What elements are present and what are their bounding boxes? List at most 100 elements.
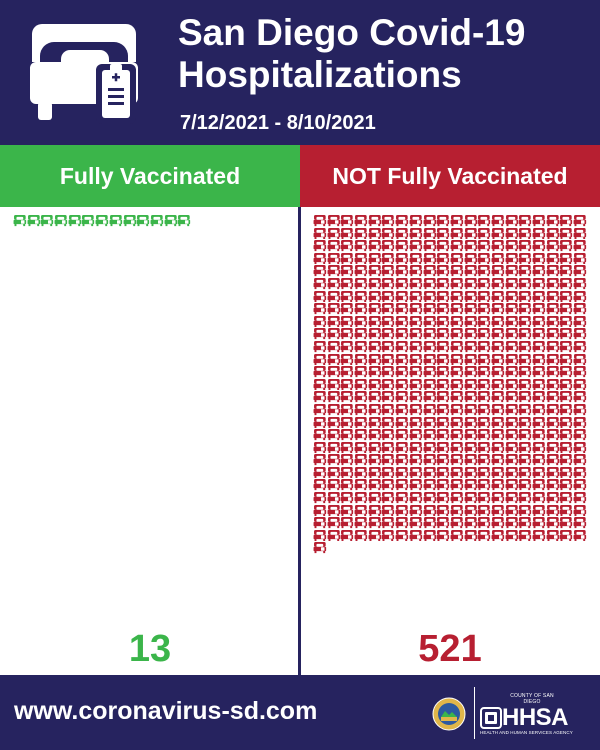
- bed-icon: [368, 403, 381, 416]
- bed-icon: [313, 403, 327, 416]
- bed-icon: [450, 252, 464, 264]
- bed-icon: [491, 517, 505, 529]
- bed-icon: [546, 479, 559, 491]
- bed-icon: [505, 353, 518, 365]
- fully-vaccinated-panel: [13, 214, 293, 227]
- bed-icon: [395, 227, 409, 239]
- bed-icon: [559, 416, 573, 428]
- bed-icon: [450, 517, 464, 529]
- bed-icon: [313, 240, 327, 252]
- bed-icon: [313, 252, 327, 264]
- bed-icon: [464, 479, 477, 491]
- bed-icon: [395, 466, 409, 478]
- bed-icon: [423, 529, 436, 541]
- bed-icon: [313, 441, 327, 453]
- bed-icon: [327, 492, 340, 504]
- bed-icon: [505, 265, 518, 277]
- bed-icon: [327, 517, 340, 529]
- bed-icon: [327, 504, 340, 516]
- bed-icon: [423, 328, 436, 340]
- bed-icon: [68, 214, 81, 227]
- bed-icon: [505, 517, 518, 529]
- bed-icon: [573, 328, 587, 340]
- bed-icon: [559, 504, 573, 516]
- bed-icon: [368, 441, 381, 453]
- bed-icon: [573, 529, 587, 541]
- bed-icon: [368, 265, 381, 277]
- bed-icon: [409, 466, 422, 478]
- bed-icon: [505, 328, 518, 340]
- bed-icon: [505, 504, 518, 516]
- bed-icon: [340, 366, 354, 378]
- bed-icon: [491, 265, 505, 277]
- bed-icon: [313, 227, 327, 239]
- bed-icon: [409, 517, 422, 529]
- bed-icon: [381, 529, 395, 541]
- bed-icon: [354, 353, 368, 365]
- bed-icon: [559, 429, 573, 441]
- bed-icon: [450, 378, 464, 390]
- bed-icon: [395, 391, 409, 403]
- bed-icon: [546, 517, 559, 529]
- bed-icon: [573, 441, 587, 453]
- bed-icon: [477, 303, 491, 315]
- bed-icon: [491, 504, 505, 516]
- bed-icon: [327, 479, 340, 491]
- bed-icon: [477, 479, 491, 491]
- bed-icon: [313, 517, 327, 529]
- bed-icon: [368, 366, 381, 378]
- bed-icon: [354, 227, 368, 239]
- bed-icon: [368, 529, 381, 541]
- bed-icon: [450, 265, 464, 277]
- bed-icon: [559, 391, 573, 403]
- bed-icon: [559, 227, 573, 239]
- bed-icon: [436, 340, 450, 353]
- bed-icon: [354, 315, 368, 327]
- bed-icon: [395, 290, 409, 302]
- bed-icon: [436, 252, 450, 264]
- bed-icon: [464, 277, 477, 290]
- bed-icon: [559, 303, 573, 315]
- bed-icon: [340, 290, 354, 302]
- bed-icon: [450, 492, 464, 504]
- bed-icon: [354, 265, 368, 277]
- bed-icon: [327, 366, 340, 378]
- bed-icon: [518, 416, 532, 428]
- bed-icon: [340, 214, 354, 227]
- bed-icon: [505, 492, 518, 504]
- not-fully-vaccinated-panel: [313, 214, 591, 554]
- footer: www.coronavirus-sd.com COUNTY OF SAN DIE…: [0, 675, 600, 750]
- bed-icon: [436, 492, 450, 504]
- bed-icon: [546, 252, 559, 264]
- bed-icon: [559, 479, 573, 491]
- bed-icon: [354, 340, 368, 353]
- bed-icon: [546, 328, 559, 340]
- bed-icon: [313, 391, 327, 403]
- bed-icon: [491, 454, 505, 466]
- bed-icon: [450, 441, 464, 453]
- bed-icon: [518, 429, 532, 441]
- bed-icon: [573, 290, 587, 302]
- bed-icon: [436, 391, 450, 403]
- bed-icon: [477, 403, 491, 416]
- bed-icon: [313, 277, 327, 290]
- bed-icon: [327, 240, 340, 252]
- bed-icon: [395, 214, 409, 227]
- bed-icon: [505, 366, 518, 378]
- bed-icon: [381, 492, 395, 504]
- bed-icon: [477, 454, 491, 466]
- bed-icon: [327, 441, 340, 453]
- bed-icon: [532, 416, 546, 428]
- website-link[interactable]: www.coronavirus-sd.com: [14, 697, 318, 725]
- bed-icon: [313, 529, 327, 541]
- bed-icon: [477, 416, 491, 428]
- bed-icon: [477, 441, 491, 453]
- bed-icon: [450, 454, 464, 466]
- bed-icon: [491, 328, 505, 340]
- bed-icon: [368, 429, 381, 441]
- bed-icon: [368, 466, 381, 478]
- bed-icon: [327, 378, 340, 390]
- bed-icon: [381, 315, 395, 327]
- not-fully-vaccinated-header: NOT Fully Vaccinated: [300, 145, 600, 207]
- bed-icon: [518, 340, 532, 353]
